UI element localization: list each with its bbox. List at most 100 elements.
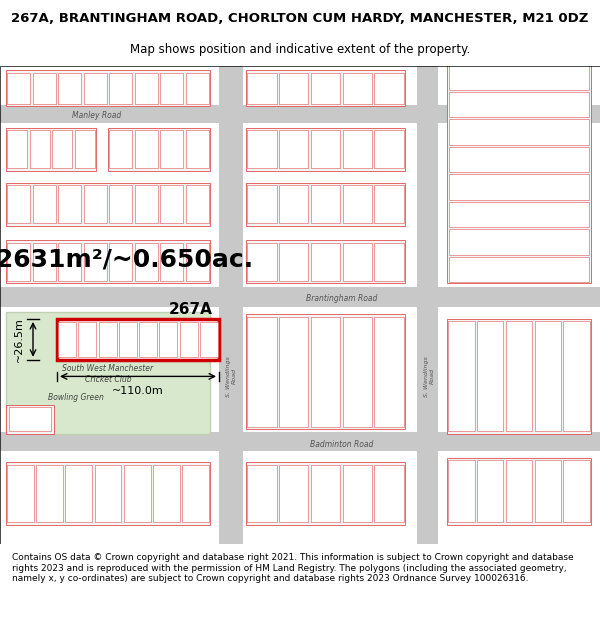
Bar (506, 460, 532, 522)
Bar (374, 242, 404, 281)
Bar (311, 317, 340, 427)
Bar (449, 92, 589, 118)
Bar (279, 242, 308, 281)
Bar (58, 242, 82, 281)
Bar (279, 72, 308, 104)
Bar (37, 465, 63, 522)
Bar (247, 242, 277, 281)
Text: Badminton Road: Badminton Road (310, 440, 374, 449)
Bar (477, 321, 503, 431)
Bar (186, 242, 209, 281)
Bar (57, 319, 219, 359)
Bar (186, 130, 209, 168)
Bar (343, 242, 372, 281)
Bar (58, 322, 76, 357)
Text: ~2631m²/~0.650ac.: ~2631m²/~0.650ac. (0, 248, 253, 271)
Bar (109, 130, 133, 168)
Bar (246, 462, 405, 524)
Bar (219, 66, 243, 544)
Bar (180, 322, 197, 357)
Bar (311, 72, 340, 104)
Text: South West Manchester
Cricket Club: South West Manchester Cricket Club (62, 364, 154, 384)
Bar (6, 71, 210, 106)
Bar (84, 72, 107, 104)
Bar (153, 465, 179, 522)
Bar (7, 72, 31, 104)
Bar (7, 242, 31, 281)
Bar (449, 64, 589, 90)
Bar (343, 317, 372, 427)
Bar (6, 127, 96, 171)
Bar (449, 119, 589, 145)
Bar (279, 185, 308, 223)
Bar (246, 71, 405, 106)
Bar (109, 242, 133, 281)
Bar (135, 72, 158, 104)
Bar (52, 130, 73, 168)
Bar (160, 242, 184, 281)
Bar (311, 465, 340, 522)
Bar (311, 185, 340, 223)
Text: Manley Road: Manley Road (72, 111, 121, 120)
Bar (247, 465, 277, 522)
Bar (374, 72, 404, 104)
Bar (477, 460, 503, 522)
Bar (247, 317, 277, 427)
Bar (447, 63, 591, 283)
Bar (119, 322, 137, 357)
Bar (186, 185, 209, 223)
Bar (182, 465, 209, 522)
Bar (343, 72, 372, 104)
Bar (108, 127, 210, 171)
Bar (6, 405, 54, 434)
Bar (109, 185, 133, 223)
Bar (447, 458, 591, 524)
Bar (563, 460, 590, 522)
Bar (343, 130, 372, 168)
Bar (449, 257, 589, 282)
Bar (246, 240, 405, 283)
Bar (0, 432, 600, 451)
Bar (449, 229, 589, 255)
Bar (7, 465, 34, 522)
Text: Map shows position and indicative extent of the property.: Map shows position and indicative extent… (130, 42, 470, 56)
Bar (535, 460, 561, 522)
Bar (9, 408, 51, 431)
Bar (200, 322, 218, 357)
Bar (6, 182, 210, 226)
Text: ~26.5m: ~26.5m (14, 317, 24, 362)
Bar (58, 185, 82, 223)
Bar (65, 465, 92, 522)
Text: 267A: 267A (169, 302, 213, 317)
Bar (311, 242, 340, 281)
Bar (279, 317, 308, 427)
Bar (160, 130, 184, 168)
Bar (343, 465, 372, 522)
Bar (279, 465, 308, 522)
Bar (33, 242, 56, 281)
Bar (6, 312, 210, 434)
Bar (311, 130, 340, 168)
Bar (247, 185, 277, 223)
Bar (374, 130, 404, 168)
Bar (246, 127, 405, 171)
Bar (160, 322, 178, 357)
Bar (30, 130, 50, 168)
Bar (186, 72, 209, 104)
Bar (6, 240, 210, 283)
Bar (374, 317, 404, 427)
Bar (449, 147, 589, 173)
Bar (0, 105, 600, 123)
Bar (279, 130, 308, 168)
Bar (6, 462, 210, 524)
Bar (449, 174, 589, 200)
Text: Bowling Green: Bowling Green (48, 393, 104, 402)
Bar (506, 321, 532, 431)
Bar (448, 460, 475, 522)
Bar (95, 465, 121, 522)
Text: 267A, BRANTINGHAM ROAD, CHORLTON CUM HARDY, MANCHESTER, M21 0DZ: 267A, BRANTINGHAM ROAD, CHORLTON CUM HAR… (11, 12, 589, 25)
Bar (448, 321, 475, 431)
Bar (246, 182, 405, 226)
Bar (417, 66, 438, 544)
Text: ~110.0m: ~110.0m (112, 386, 164, 396)
